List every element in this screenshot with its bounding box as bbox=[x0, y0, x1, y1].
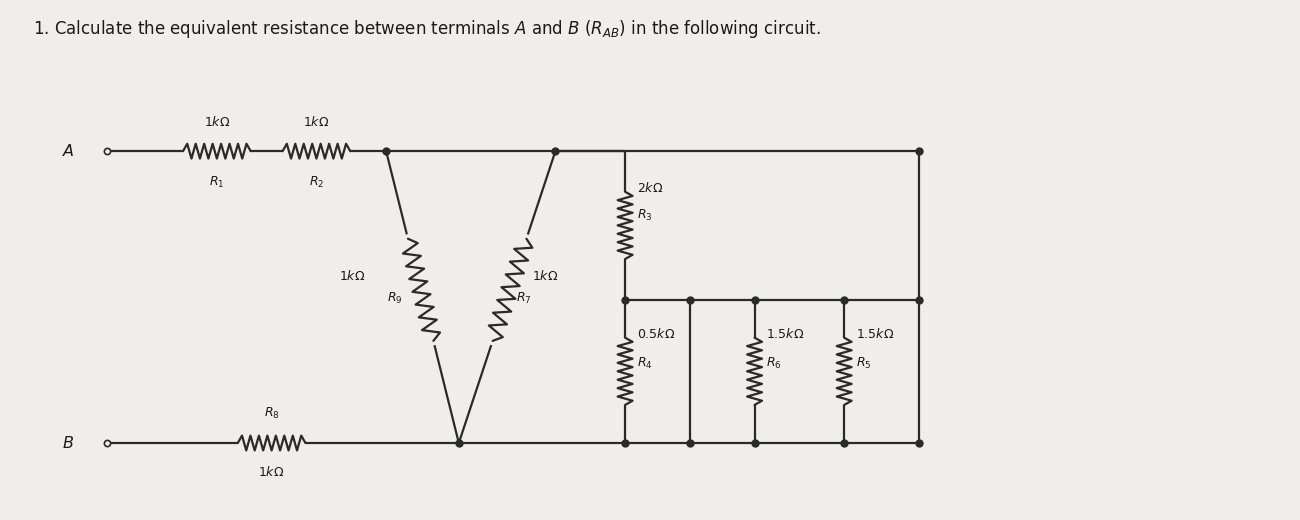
Text: 1. Calculate the equivalent resistance between terminals $A$ and $B$ ($R_{AB}$) : 1. Calculate the equivalent resistance b… bbox=[32, 18, 820, 40]
Text: $R_9$: $R_9$ bbox=[387, 291, 403, 306]
Text: $1k\Omega$: $1k\Omega$ bbox=[204, 115, 230, 129]
Text: $R_6$: $R_6$ bbox=[767, 356, 783, 371]
Text: $1.5k\Omega$: $1.5k\Omega$ bbox=[857, 327, 894, 341]
Text: $R_2$: $R_2$ bbox=[309, 175, 324, 190]
Text: $1.5k\Omega$: $1.5k\Omega$ bbox=[767, 327, 805, 341]
Text: $0.5k\Omega$: $0.5k\Omega$ bbox=[637, 327, 675, 341]
Text: $1k\Omega$: $1k\Omega$ bbox=[532, 269, 558, 283]
Text: $1k\Omega$: $1k\Omega$ bbox=[303, 115, 330, 129]
Text: $1k\Omega$: $1k\Omega$ bbox=[259, 465, 285, 479]
Text: $R_1$: $R_1$ bbox=[209, 175, 225, 190]
Text: $R_4$: $R_4$ bbox=[637, 356, 653, 371]
Text: $R_3$: $R_3$ bbox=[637, 208, 653, 223]
Text: $A$: $A$ bbox=[62, 143, 74, 159]
Text: $R_5$: $R_5$ bbox=[857, 356, 871, 371]
Text: $B$: $B$ bbox=[62, 435, 74, 451]
Text: $1k\Omega$: $1k\Omega$ bbox=[339, 269, 365, 283]
Text: $R_8$: $R_8$ bbox=[264, 406, 280, 421]
Text: $2k\Omega$: $2k\Omega$ bbox=[637, 181, 663, 195]
Text: $R_7$: $R_7$ bbox=[516, 291, 532, 306]
